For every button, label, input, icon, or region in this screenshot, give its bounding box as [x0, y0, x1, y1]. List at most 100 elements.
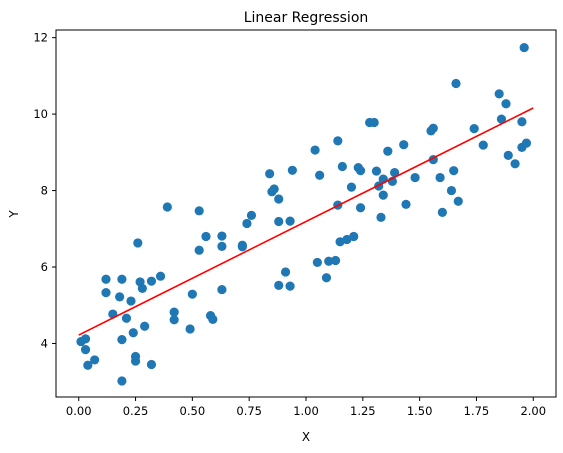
- y-axis-label: Y: [7, 210, 21, 219]
- data-point: [285, 216, 295, 226]
- data-point: [128, 328, 138, 338]
- data-point: [337, 161, 347, 172]
- y-tick-label: 6: [41, 260, 48, 274]
- data-point: [130, 351, 141, 362]
- x-tick-label: 0.00: [66, 404, 92, 418]
- data-point: [285, 281, 295, 291]
- data-point: [194, 245, 204, 255]
- x-axis: 0.00 0.25 0.50 0.75 1.00 1.25 1.50 1.75 2.00: [66, 397, 546, 418]
- data-point: [217, 284, 227, 295]
- y-axis: 4 6 8 10 12: [33, 31, 56, 350]
- data-point: [321, 273, 332, 283]
- data-point: [101, 288, 111, 298]
- x-tick-label: 1.50: [407, 404, 433, 418]
- data-point: [449, 166, 459, 176]
- data-point: [510, 159, 520, 169]
- data-point: [146, 359, 157, 370]
- data-point: [83, 360, 93, 370]
- data-point: [437, 207, 447, 217]
- data-point: [274, 194, 284, 204]
- data-point: [501, 99, 511, 109]
- x-tick-label: 0.75: [236, 404, 262, 418]
- y-tick-label: 12: [33, 31, 48, 45]
- data-point: [140, 321, 150, 331]
- data-point: [494, 89, 504, 99]
- data-point: [369, 117, 379, 128]
- data-point: [237, 240, 247, 250]
- data-point: [246, 210, 257, 221]
- data-point: [349, 231, 359, 242]
- data-point: [117, 376, 127, 386]
- data-point: [185, 324, 195, 334]
- data-point: [521, 138, 532, 148]
- x-axis-label: X: [302, 430, 310, 444]
- data-point: [451, 78, 461, 89]
- data-point: [155, 271, 166, 281]
- data-point: [496, 114, 507, 124]
- scatter-points: [76, 42, 532, 386]
- data-point: [287, 165, 297, 175]
- data-point: [90, 355, 100, 365]
- y-tick-label: 8: [41, 184, 48, 198]
- regression-line-group: [78, 107, 534, 336]
- data-point: [503, 150, 513, 160]
- data-point: [274, 280, 284, 290]
- data-point: [121, 313, 132, 323]
- data-point: [310, 145, 320, 155]
- data-point: [169, 307, 179, 317]
- data-point: [390, 167, 400, 178]
- chart-title: Linear Regression: [244, 10, 369, 26]
- data-point: [446, 185, 457, 196]
- data-point: [399, 140, 409, 150]
- data-point: [101, 274, 111, 284]
- x-tick-label: 1.25: [350, 404, 376, 418]
- data-point: [274, 216, 284, 227]
- data-point: [80, 344, 91, 355]
- data-point: [312, 257, 322, 268]
- data-point: [428, 123, 438, 133]
- x-tick-label: 1.00: [293, 404, 319, 418]
- data-point: [280, 267, 291, 277]
- regression-line: [78, 107, 534, 336]
- data-point: [242, 218, 252, 229]
- data-point: [519, 42, 529, 53]
- data-point: [330, 255, 341, 266]
- y-tick-label: 4: [41, 336, 48, 350]
- data-point: [269, 184, 279, 194]
- data-point: [401, 199, 411, 209]
- data-point: [469, 124, 479, 134]
- data-point: [478, 140, 488, 150]
- data-point: [324, 256, 334, 266]
- data-point: [517, 117, 527, 127]
- x-tick-label: 0.50: [180, 404, 206, 418]
- data-point: [453, 196, 463, 206]
- data-point: [217, 241, 227, 251]
- x-tick-label: 0.25: [123, 404, 149, 418]
- data-point: [355, 203, 366, 213]
- data-point: [265, 169, 275, 179]
- data-point: [355, 166, 366, 176]
- data-point: [217, 231, 227, 241]
- plot-frame: [55, 29, 557, 398]
- data-point: [378, 190, 388, 200]
- data-point: [208, 314, 218, 324]
- data-point: [371, 166, 382, 176]
- data-point: [117, 335, 127, 345]
- data-point: [346, 182, 357, 192]
- data-point: [333, 136, 343, 146]
- x-tick-label: 2.00: [520, 404, 546, 418]
- data-point: [187, 289, 197, 299]
- data-point: [194, 206, 204, 216]
- data-point: [410, 172, 420, 183]
- data-point: [162, 202, 172, 212]
- data-point: [126, 296, 136, 306]
- data-point: [376, 212, 386, 222]
- data-point: [117, 274, 127, 284]
- data-point: [80, 334, 91, 344]
- data-point: [146, 276, 157, 286]
- data-point: [137, 283, 147, 294]
- data-point: [435, 172, 445, 183]
- data-point: [383, 146, 393, 156]
- data-point: [133, 238, 143, 248]
